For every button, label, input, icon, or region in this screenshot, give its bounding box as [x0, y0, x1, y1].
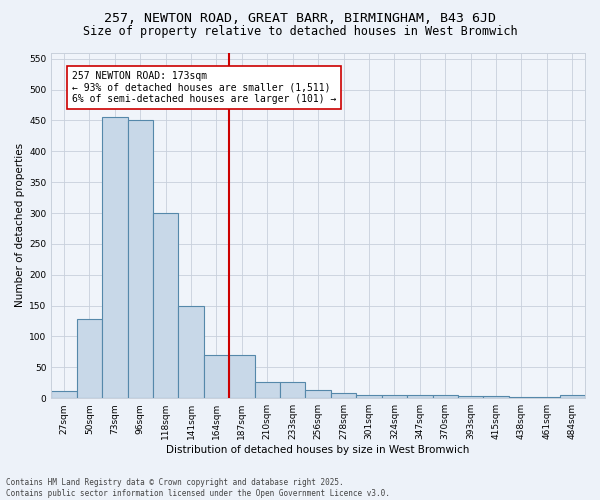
Bar [51, 391, 77, 398]
Text: Contains HM Land Registry data © Crown copyright and database right 2025.
Contai: Contains HM Land Registry data © Crown c… [6, 478, 390, 498]
Text: 257, NEWTON ROAD, GREAT BARR, BIRMINGHAM, B43 6JD: 257, NEWTON ROAD, GREAT BARR, BIRMINGHAM… [104, 12, 496, 26]
Bar [77, 319, 102, 398]
Bar [178, 306, 204, 398]
Bar [254, 382, 280, 398]
Bar [280, 382, 305, 398]
Bar [331, 394, 356, 398]
Y-axis label: Number of detached properties: Number of detached properties [15, 144, 25, 308]
Bar [153, 213, 178, 398]
Bar [204, 355, 229, 398]
Bar [305, 390, 331, 398]
Text: 257 NEWTON ROAD: 173sqm
← 93% of detached houses are smaller (1,511)
6% of semi-: 257 NEWTON ROAD: 173sqm ← 93% of detache… [71, 71, 336, 104]
Bar [407, 395, 433, 398]
Bar [102, 118, 128, 398]
Bar [534, 397, 560, 398]
Bar [382, 394, 407, 398]
Bar [458, 396, 484, 398]
Bar [128, 120, 153, 398]
Bar [229, 355, 254, 398]
X-axis label: Distribution of detached houses by size in West Bromwich: Distribution of detached houses by size … [166, 445, 470, 455]
Text: Size of property relative to detached houses in West Bromwich: Size of property relative to detached ho… [83, 25, 517, 38]
Bar [356, 394, 382, 398]
Bar [484, 396, 509, 398]
Bar [433, 395, 458, 398]
Bar [560, 394, 585, 398]
Bar [509, 397, 534, 398]
